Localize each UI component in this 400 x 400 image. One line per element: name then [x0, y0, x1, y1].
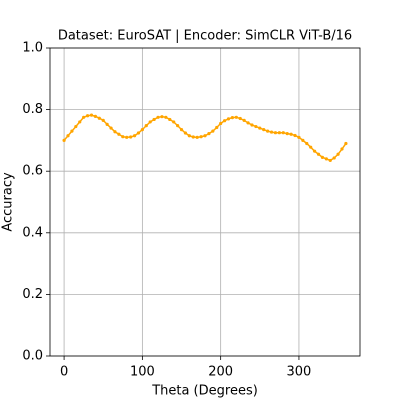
marker	[254, 124, 258, 129]
x-tick-label: 300	[287, 365, 312, 380]
marker	[97, 116, 101, 120]
marker	[211, 129, 215, 133]
marker	[132, 134, 137, 138]
chart-title: Dataset: EuroSAT | Encoder: SimCLR ViT-B…	[58, 29, 352, 44]
marker	[78, 120, 82, 124]
marker	[129, 135, 133, 139]
marker	[234, 115, 238, 119]
marker	[312, 149, 317, 153]
marker	[74, 124, 78, 129]
marker	[183, 131, 188, 135]
marker	[305, 141, 309, 146]
marker	[246, 121, 250, 125]
marker	[301, 138, 305, 142]
x-tick-label: 0	[60, 365, 68, 380]
marker	[230, 116, 234, 120]
x-tick-label: 100	[130, 365, 155, 380]
marker	[113, 130, 117, 134]
marker	[172, 120, 176, 124]
marker	[70, 129, 74, 133]
marker	[336, 152, 340, 156]
marker	[316, 152, 321, 156]
marker	[117, 132, 121, 136]
marker	[195, 135, 199, 139]
marker	[89, 113, 94, 117]
marker	[285, 132, 289, 136]
marker	[266, 129, 270, 133]
marker	[62, 138, 66, 142]
x-tick-label: 200	[208, 365, 233, 380]
marker	[226, 117, 231, 121]
y-tick-label: 0.0	[22, 349, 43, 364]
y-tick-label: 0.6	[22, 164, 43, 179]
marker	[207, 132, 211, 136]
marker	[258, 126, 262, 130]
marker	[289, 132, 293, 136]
marker	[238, 116, 242, 121]
marker	[121, 135, 125, 139]
marker	[168, 117, 172, 122]
marker	[281, 131, 285, 135]
marker	[66, 134, 70, 138]
marker	[109, 126, 113, 130]
marker	[219, 121, 223, 126]
marker	[191, 135, 195, 139]
marker	[293, 133, 297, 138]
y-axis-label: Accuracy	[1, 172, 16, 232]
marker	[160, 115, 164, 119]
marker	[148, 120, 152, 124]
y-tick-label: 1.0	[22, 41, 43, 56]
marker	[125, 135, 129, 139]
marker	[340, 147, 344, 151]
marker	[199, 135, 203, 139]
marker	[85, 114, 90, 118]
marker	[250, 123, 254, 127]
marker	[320, 155, 325, 159]
marker	[105, 122, 109, 126]
marker	[156, 115, 160, 119]
marker	[152, 117, 156, 122]
marker	[144, 124, 148, 128]
x-axis-label: Theta (Degrees)	[151, 384, 258, 399]
marker	[164, 115, 168, 119]
marker	[269, 130, 274, 134]
y-tick-label: 0.4	[22, 225, 43, 240]
marker	[222, 119, 227, 123]
y-tick-label: 0.2	[22, 287, 43, 302]
marker	[297, 135, 301, 139]
marker	[242, 118, 246, 122]
marker	[203, 134, 207, 138]
y-tick-label: 0.8	[22, 102, 43, 117]
marker	[215, 125, 219, 130]
marker	[136, 131, 141, 135]
marker	[93, 114, 98, 118]
marker	[309, 145, 313, 149]
marker	[82, 115, 86, 119]
marker	[262, 128, 266, 132]
marker	[324, 157, 328, 161]
marker	[179, 128, 184, 132]
marker	[187, 134, 191, 138]
marker	[344, 141, 348, 146]
marker	[332, 156, 336, 160]
marker	[101, 118, 105, 122]
marker	[140, 128, 144, 132]
marker	[176, 124, 180, 128]
marker	[277, 131, 281, 135]
plot-frame	[49, 47, 361, 357]
marker	[328, 158, 332, 163]
marker	[273, 131, 278, 135]
